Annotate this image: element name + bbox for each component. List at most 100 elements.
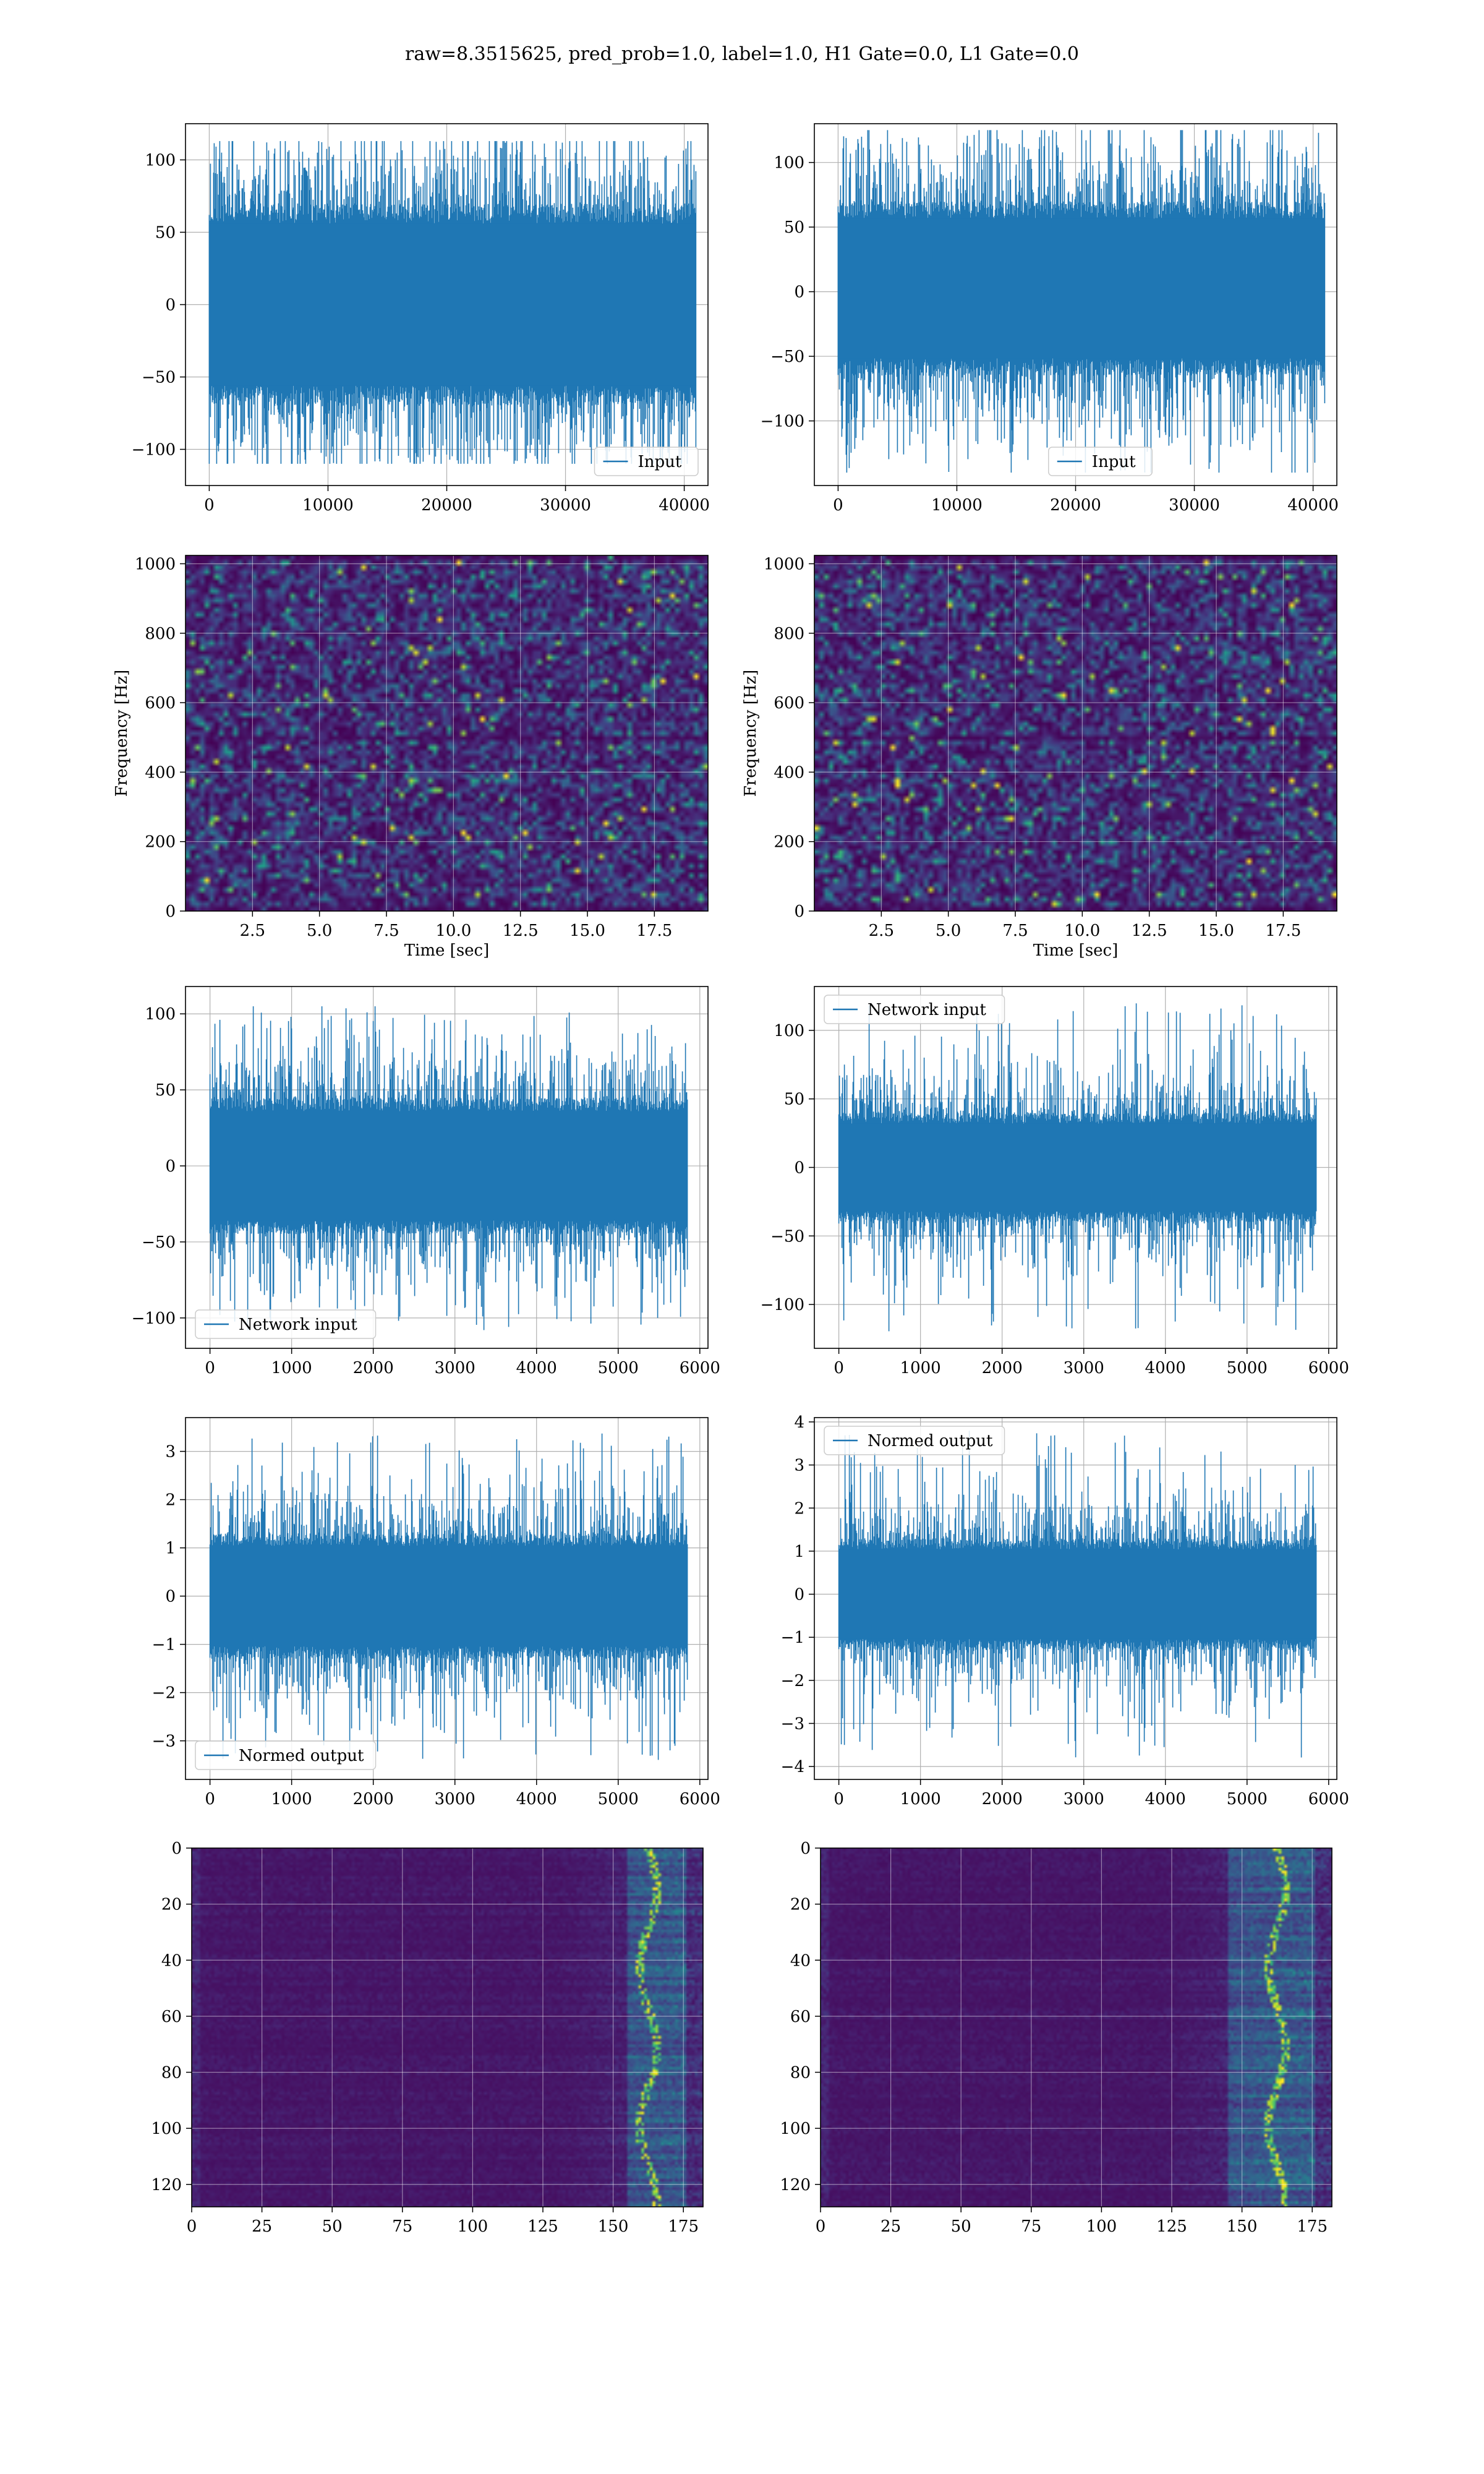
y-tick-label: 0 — [794, 1159, 804, 1178]
x-tick-label: 100 — [1086, 2217, 1117, 2236]
y-tick-label: 100 — [780, 2120, 811, 2138]
x-tick-label: 5.0 — [936, 922, 961, 940]
y-tick-label: 400 — [774, 763, 804, 782]
x-tick-label: 100 — [458, 2217, 488, 2236]
legend-label: Input — [638, 453, 682, 471]
legend-label: Normed output — [868, 1432, 993, 1450]
x-tick-label: 5000 — [598, 1359, 639, 1377]
y-tick-label: 20 — [790, 1896, 811, 1914]
y-axis-label: Frequency [Hz] — [113, 670, 131, 797]
y-tick-label: −1 — [781, 1629, 804, 1647]
axes-frame — [191, 1847, 704, 2207]
y-tick-label: 400 — [145, 763, 176, 782]
x-tick-label: 5.0 — [307, 922, 332, 940]
x-tick-label: 4000 — [1145, 1359, 1186, 1377]
x-tick-label: 0 — [816, 2217, 826, 2236]
y-tick-label: 40 — [161, 1951, 182, 1970]
x-tick-label: 0 — [204, 496, 215, 515]
axes-frame — [814, 1417, 1337, 1780]
y-tick-label: 120 — [151, 2176, 182, 2194]
x-tick-label: 3000 — [1064, 1790, 1104, 1808]
chart-feature-map-l1: 0 25 50 75 100 125 150 175 0 20 40 60 80 100 120 — [780, 1839, 1333, 2236]
axes-frame — [185, 986, 709, 1349]
x-tick-label: 4000 — [516, 1359, 557, 1377]
x-tick-label: 20000 — [421, 496, 472, 515]
chart-spectrogram-h1: 2.5 5.0 7.5 10.0 12.5 15.0 17.5 0 200 400 600 800 10… — [113, 555, 709, 960]
x-tick-label: 75 — [392, 2217, 412, 2236]
x-tick-label: 150 — [1227, 2217, 1258, 2236]
y-tick-label: 80 — [790, 2064, 811, 2082]
y-tick-label: 40 — [790, 1951, 811, 1970]
legend-box — [1048, 447, 1153, 476]
axes-frame — [820, 1847, 1333, 2207]
x-tick-label: 10000 — [931, 496, 983, 515]
series-core — [210, 1111, 688, 1221]
x-tick-label: 125 — [1156, 2217, 1187, 2236]
x-tick-label: 3000 — [1064, 1359, 1104, 1377]
x-tick-label: 0 — [834, 1790, 844, 1808]
heatmap-image — [186, 555, 708, 911]
y-tick-label: −100 — [761, 1296, 804, 1314]
x-tick-label: 17.5 — [636, 922, 672, 940]
x-tick-label: 75 — [1021, 2217, 1041, 2236]
axes-frame — [185, 555, 709, 912]
y-tick-label: 50 — [155, 1081, 176, 1100]
y-tick-label: 0 — [165, 902, 176, 921]
x-tick-label: 10.0 — [1064, 922, 1100, 940]
x-tick-label: 40000 — [659, 496, 710, 515]
chart-normed-output-h1: 0 1000 2000 3000 4000 5000 6000 −3 −2 −1 0 1 2 3 Norme… — [152, 1417, 720, 1808]
y-tick-label: −100 — [132, 441, 176, 460]
legend: Normed output — [195, 1740, 377, 1770]
y-tick-label: 80 — [161, 2064, 182, 2082]
chart-normed-output-l1: 0 1000 2000 3000 4000 5000 6000 −4 −3 −2 −1 0 1 2 3 4 No… — [781, 1413, 1349, 1808]
x-tick-label: 50 — [322, 2217, 343, 2236]
x-tick-label: 30000 — [1169, 496, 1220, 515]
legend: Network input — [824, 995, 1005, 1024]
chart-input-l1: 0 10000 20000 30000 40000 −100 −50 0 50 100 Input — [761, 123, 1339, 515]
y-tick-label: −2 — [781, 1672, 804, 1690]
heatmap-image — [192, 1848, 703, 2207]
y-tick-label: 20 — [161, 1896, 182, 1914]
x-tick-label: 1000 — [271, 1359, 312, 1377]
chart-network-input-h1: 0 1000 2000 3000 4000 5000 6000 −100 −50 0 50 100 Ne… — [132, 986, 720, 1377]
x-tick-label: 1000 — [271, 1790, 312, 1808]
chart-feature-map-h1: 0 25 50 75 100 125 150 175 0 20 40 60 80 100 120 — [151, 1839, 704, 2236]
x-tick-label: 175 — [668, 2217, 699, 2236]
legend-label: Input — [1092, 453, 1136, 471]
x-tick-label: 30000 — [540, 496, 591, 515]
y-tick-label: 2 — [165, 1491, 176, 1510]
x-tick-label: 50 — [951, 2217, 971, 2236]
legend: Input — [594, 447, 699, 476]
y-tick-label: 50 — [155, 224, 176, 242]
y-tick-label: −50 — [142, 1233, 176, 1252]
x-tick-label: 15.0 — [569, 922, 605, 940]
x-tick-label: 0 — [205, 1359, 215, 1377]
y-tick-label: 4 — [794, 1413, 804, 1432]
x-tick-label: 20000 — [1050, 496, 1101, 515]
x-tick-label: 0 — [187, 2217, 197, 2236]
y-tick-label: 200 — [145, 833, 176, 852]
x-tick-label: 125 — [527, 2217, 558, 2236]
x-tick-label: 4000 — [516, 1790, 557, 1808]
legend-box — [824, 995, 1005, 1024]
y-tick-label: 0 — [794, 283, 804, 302]
y-tick-label: 0 — [794, 902, 804, 921]
axes-frame — [185, 1417, 709, 1780]
y-tick-label: 1 — [794, 1543, 804, 1561]
y-tick-label: 600 — [145, 694, 176, 713]
chart-input-h1: 0 10000 20000 30000 40000 −100 −50 0 50 100 Input — [132, 123, 710, 515]
y-tick-label: −3 — [781, 1714, 804, 1733]
x-tick-label: 5000 — [598, 1790, 639, 1808]
x-tick-label: 4000 — [1145, 1790, 1186, 1808]
y-tick-label: 100 — [145, 152, 176, 170]
y-tick-label: 120 — [780, 2176, 811, 2194]
x-tick-label: 7.5 — [373, 922, 399, 940]
y-axis-label: Frequency [Hz] — [741, 670, 760, 797]
x-axis-label: Time [sec] — [404, 941, 490, 960]
y-tick-label: 50 — [784, 1090, 804, 1109]
x-tick-label: 0 — [834, 1359, 844, 1377]
x-tick-label: 2.5 — [869, 922, 894, 940]
chart-network-input-l1: 0 1000 2000 3000 4000 5000 6000 −100 −50 0 50 100 Ne… — [761, 986, 1349, 1377]
legend-box — [824, 1426, 1005, 1455]
y-tick-label: −4 — [781, 1758, 804, 1776]
